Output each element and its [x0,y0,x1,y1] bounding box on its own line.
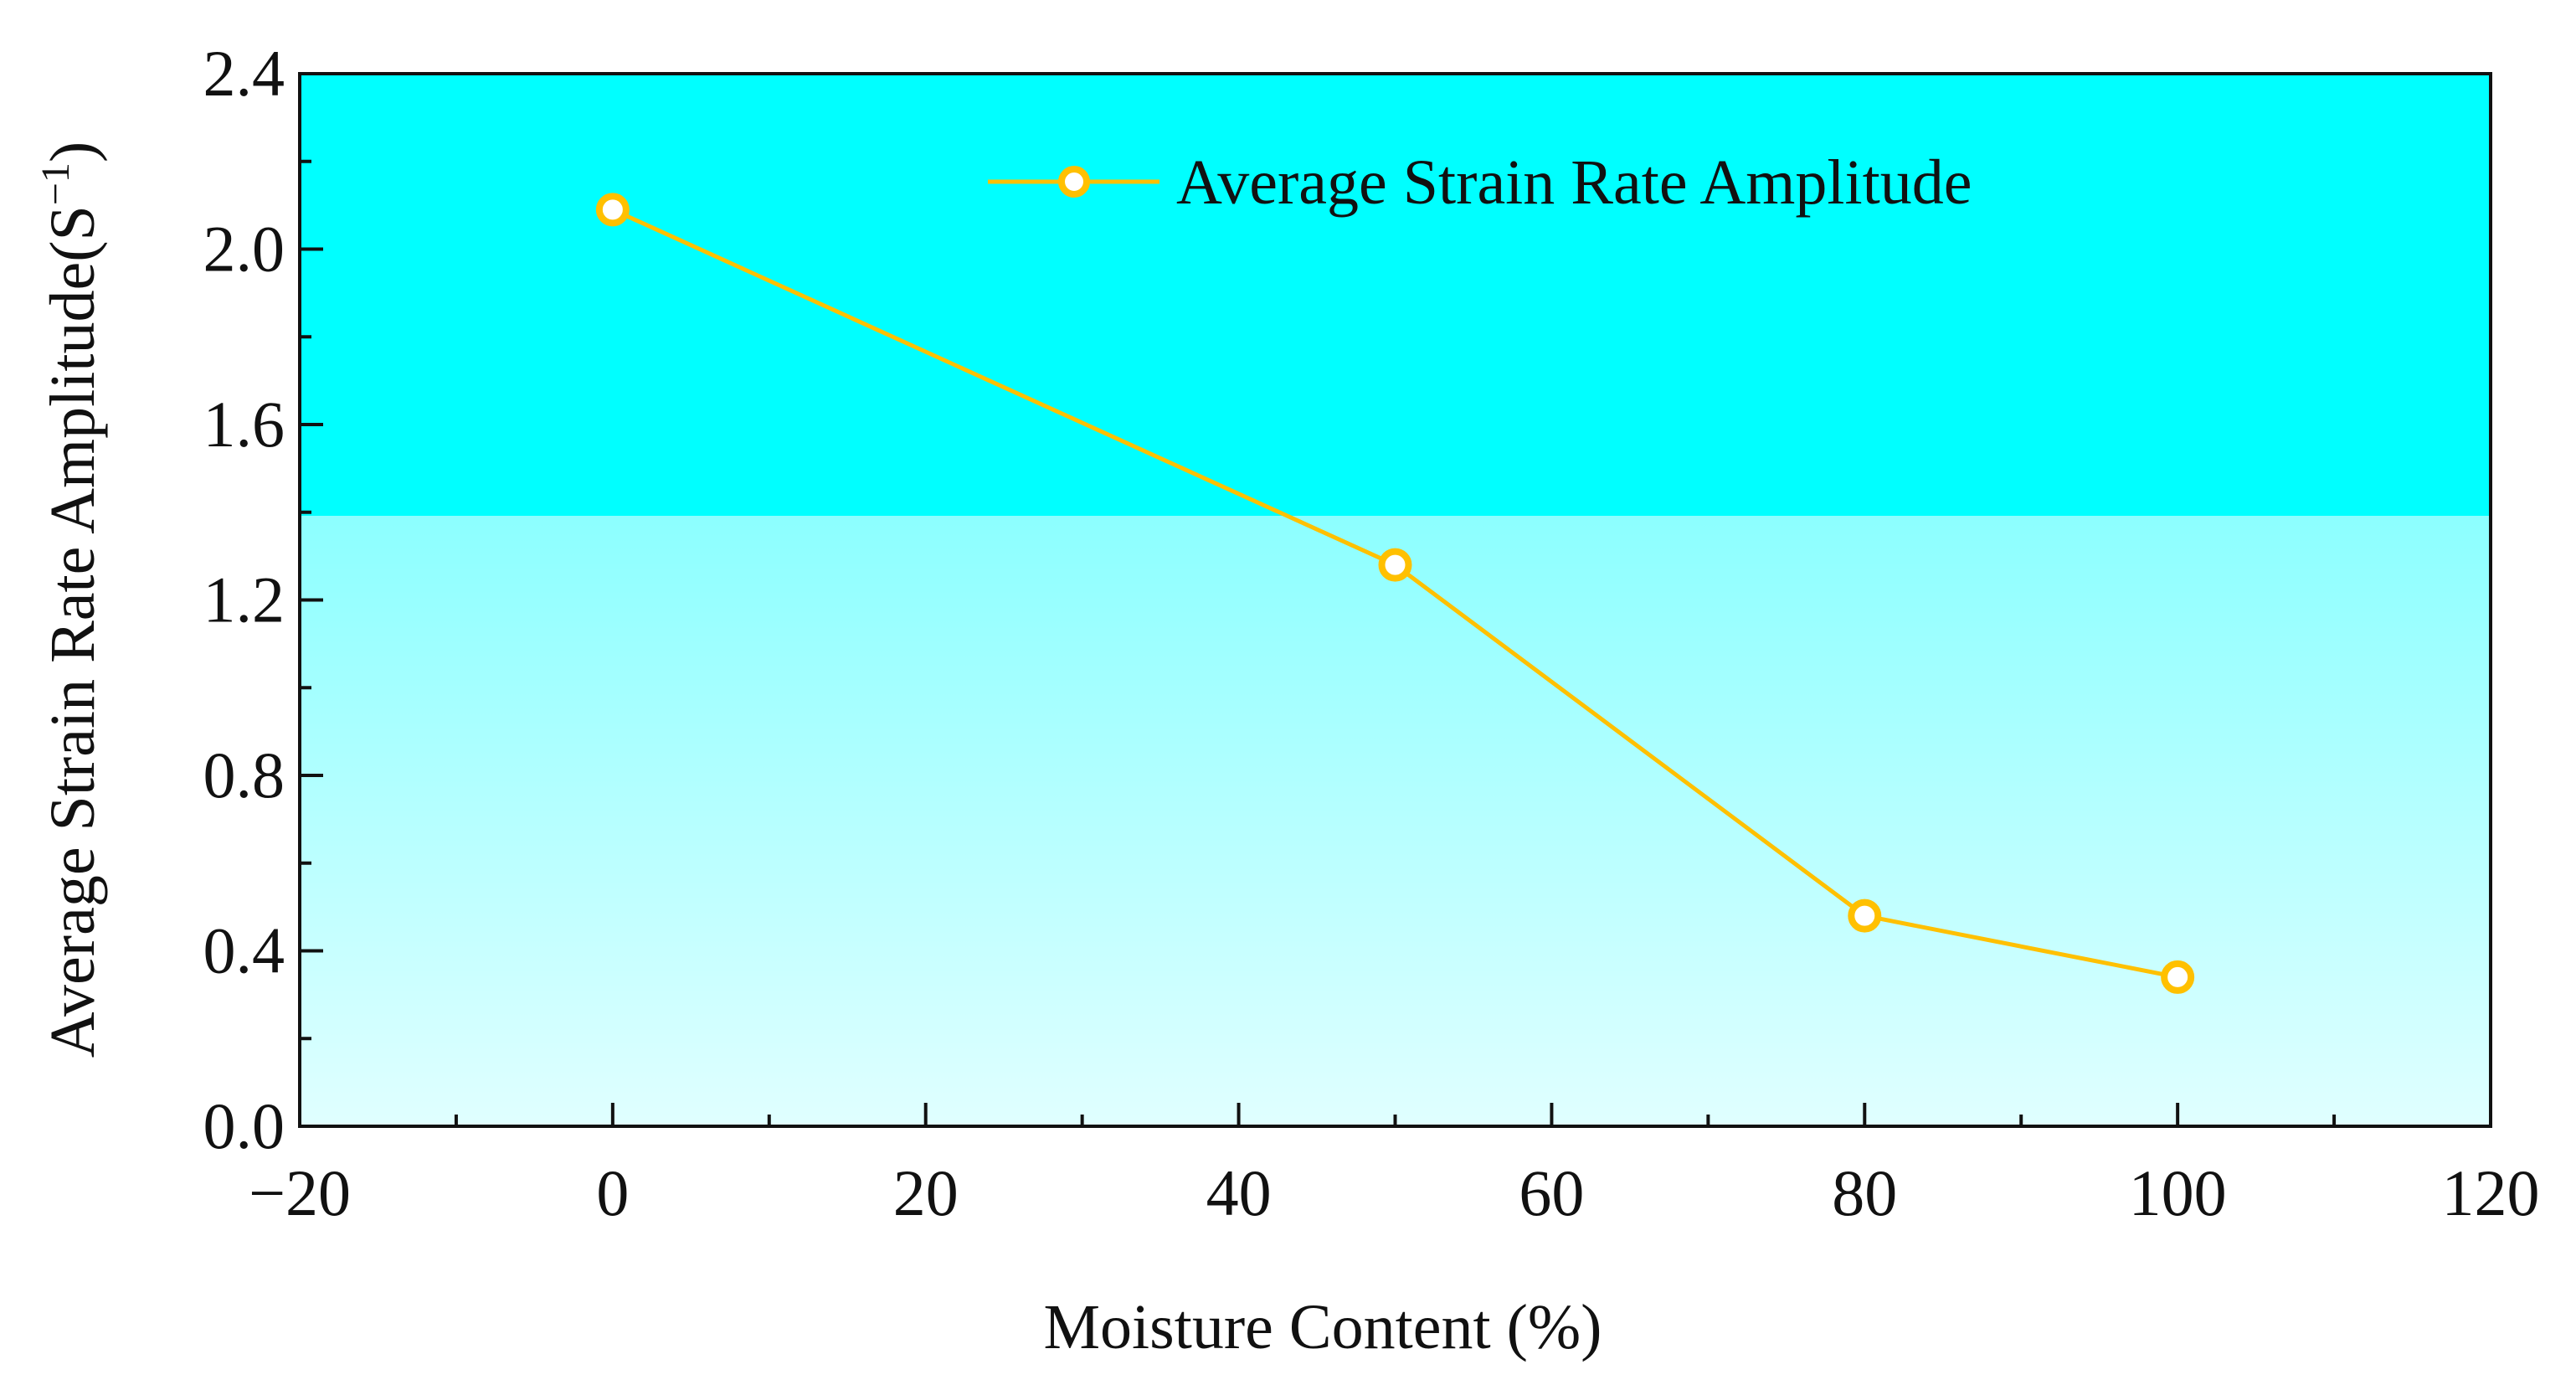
x-tick-label: −20 [249,1156,351,1229]
x-tick-label: 20 [893,1156,959,1229]
y-tick-label: 0.4 [203,914,285,987]
y-tick-label: 1.2 [203,564,285,636]
x-tick-label: 0 [596,1156,629,1229]
x-tick-label: 100 [2129,1156,2227,1229]
y-tick-label: 2.4 [203,37,285,110]
legend: Average Strain Rate Amplitude [988,147,1972,218]
series-line [611,208,2178,980]
data-point [1378,548,1412,582]
x-tick-label: 120 [2442,1156,2540,1229]
y-axis-title-superscript: −1 [33,162,78,205]
y-axis-title-close: ) [38,142,108,162]
y-tick-label: 0.8 [203,739,285,811]
data-point [1848,898,1882,933]
legend-marker-sample [1058,166,1090,198]
data-point [595,193,630,227]
y-axis-title-main: Average Strain Rate Amplitude(S [38,205,108,1058]
data-series [595,193,2195,994]
tick-labels: −20 0 20 40 60 80 100 120 0.0 0.4 0.8 1.2 1.6 2.0 2.4 [203,37,2540,1229]
x-tick-label: 60 [1519,1156,1584,1229]
y-tick-label: 2.0 [203,213,285,286]
x-axis-title: Moisture Content (%) [1043,1292,1602,1362]
y-tick-label: 1.6 [203,388,285,461]
y-axis-title: Average Strain Rate Amplitude(S−1) [33,142,108,1058]
y-tick-label: 0.0 [203,1089,285,1162]
legend-label: Average Strain Rate Amplitude [1176,147,1972,218]
plot-background [300,74,2491,1126]
x-tick-label: 40 [1206,1156,1272,1229]
axis-ticks [298,72,2492,1128]
x-tick-label: 80 [1832,1156,1897,1229]
data-point [2161,960,2195,994]
plot-frame [298,72,2492,1128]
